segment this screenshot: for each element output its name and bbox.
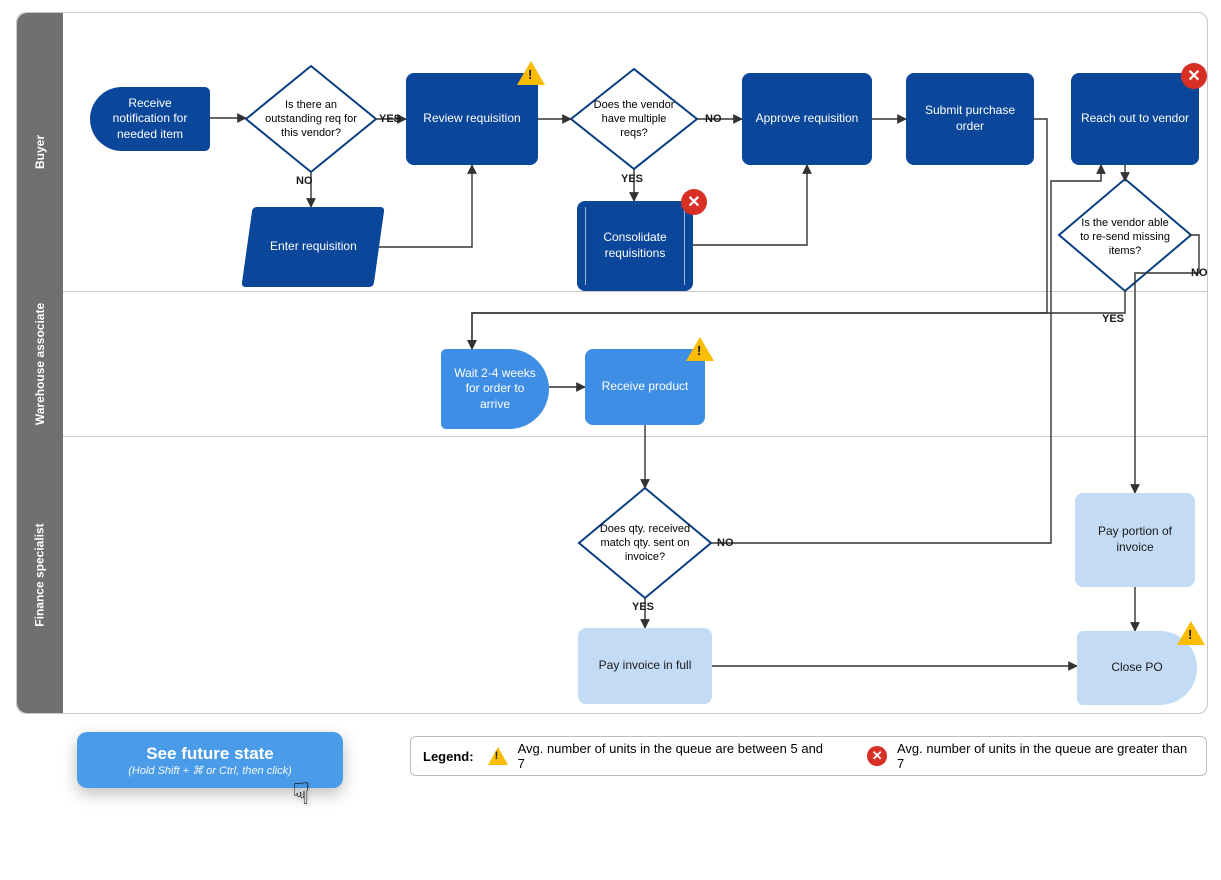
legend-item-text: Avg. number of units in the queue are gr… — [897, 741, 1194, 771]
node-label: Reach out to vendor — [1081, 111, 1189, 127]
lane-label: Buyer — [33, 135, 47, 169]
node-label: Receive product — [602, 379, 689, 395]
swimlane-container: Buyer Warehouse associate Finance specia… — [16, 12, 1208, 714]
warning-icon — [488, 747, 508, 765]
node-label: Wait 2-4 weeks for order to arrive — [449, 366, 541, 413]
legend: Legend: Avg. number of units in the queu… — [410, 736, 1207, 776]
node-consolidate-reqs[interactable]: Consolidate requisitions — [577, 201, 693, 291]
see-future-state-button[interactable]: See future state (Hold Shift + ⌘ or Ctrl… — [77, 732, 343, 788]
edge-label: YES — [1102, 313, 1124, 325]
node-label: Does qty. received match qty. sent on in… — [597, 522, 693, 565]
node-receive-notification[interactable]: Receive notification for needed item — [90, 87, 210, 151]
lane-header-warehouse: Warehouse associate — [17, 291, 63, 436]
node-wait[interactable]: Wait 2-4 weeks for order to arrive — [441, 349, 549, 429]
edge-label: NO — [1191, 267, 1208, 279]
decision-qty-match[interactable]: Does qty. received match qty. sent on in… — [589, 503, 701, 583]
node-label: Consolidate requisitions — [585, 230, 685, 261]
lane-header-buyer: Buyer — [17, 13, 63, 291]
node-enter-requisition[interactable]: Enter requisition — [241, 207, 384, 287]
node-approve-requisition[interactable]: Approve requisition — [742, 73, 872, 165]
error-icon: ✕ — [867, 746, 887, 766]
cta-subtitle: (Hold Shift + ⌘ or Ctrl, then click) — [128, 764, 292, 777]
node-reach-vendor[interactable]: Reach out to vendor — [1071, 73, 1199, 165]
warning-icon — [517, 61, 545, 85]
lane-label: Warehouse associate — [33, 302, 47, 424]
edge-label: YES — [632, 601, 654, 613]
node-label: Pay invoice in full — [599, 658, 692, 674]
decision-vendor-multiple[interactable]: Does the vendor have multiple reqs? — [581, 81, 687, 157]
edge-label: YES — [379, 113, 401, 125]
decision-outstanding-req[interactable]: Is there an outstanding req for this ven… — [256, 79, 366, 159]
node-label: Review requisition — [423, 111, 520, 127]
legend-item-text: Avg. number of units in the queue are be… — [518, 741, 830, 771]
lane-separator — [63, 291, 1207, 292]
edge-label: NO — [717, 537, 734, 549]
error-icon: ✕ — [1181, 63, 1207, 89]
node-review-requisition[interactable]: Review requisition — [406, 73, 538, 165]
edge-label: YES — [621, 173, 643, 185]
decision-vendor-resend[interactable]: Is the vendor able to re-send missing it… — [1069, 195, 1181, 279]
error-icon: ✕ — [681, 189, 707, 215]
node-label: Receive notification for needed item — [98, 96, 202, 143]
legend-title: Legend: — [423, 749, 474, 764]
node-label: Is the vendor able to re-send missing it… — [1077, 216, 1173, 259]
edge-label: NO — [705, 113, 722, 125]
node-label: Close PO — [1111, 660, 1162, 676]
node-submit-po[interactable]: Submit purchase order — [906, 73, 1034, 165]
lane-label: Finance specialist — [33, 523, 47, 626]
lane-separator — [63, 436, 1207, 437]
node-label: Approve requisition — [756, 111, 859, 127]
warning-icon — [686, 337, 714, 361]
node-pay-portion[interactable]: Pay portion of invoice — [1075, 493, 1195, 587]
node-label: Pay portion of invoice — [1083, 524, 1187, 555]
node-label: Is there an outstanding req for this ven… — [264, 98, 358, 141]
edge-label: NO — [296, 175, 313, 187]
node-pay-full[interactable]: Pay invoice in full — [578, 628, 712, 704]
node-label: Enter requisition — [270, 239, 357, 255]
warning-icon — [1177, 621, 1205, 645]
node-label: Submit purchase order — [914, 103, 1026, 134]
cta-title: See future state — [146, 744, 274, 764]
lane-header-finance: Finance specialist — [17, 436, 63, 713]
node-label: Does the vendor have multiple reqs? — [589, 98, 679, 141]
